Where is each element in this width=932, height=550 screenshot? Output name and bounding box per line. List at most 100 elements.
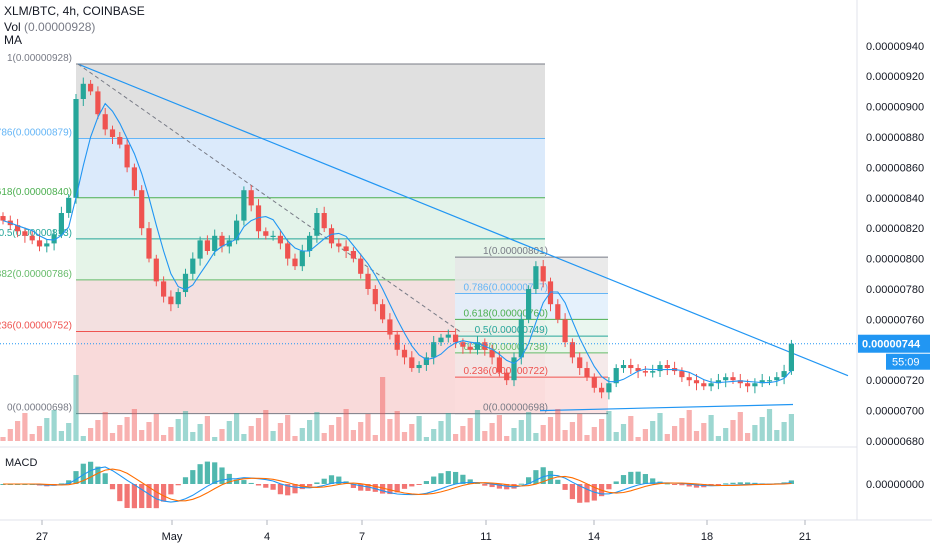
fib-small-label-1: 0.786(0.00000777): [463, 283, 548, 294]
macd-hist-bar-53: [387, 484, 393, 495]
fib-small-label-2: 0.618(0.00000760): [463, 308, 548, 319]
macd-hist-bar-44: [321, 478, 327, 484]
macd-hist-bar-79: [577, 484, 583, 503]
time-tick-label-6: 18: [701, 531, 713, 543]
candle-body-49: [358, 258, 364, 274]
current-price-tag: [858, 334, 930, 353]
candle-body-76: [555, 304, 561, 320]
candle-body-62: [453, 334, 459, 343]
candle-body-58: [423, 357, 429, 365]
volume-bar-16: [117, 425, 123, 441]
candle-body-51: [372, 289, 378, 305]
macd-zero-label: 0.00000000: [866, 479, 924, 491]
macd-hist-bar-11: [80, 463, 86, 484]
candle-body-26: [190, 258, 196, 274]
macd-hist-bar-52: [380, 484, 386, 494]
time-tick-label-4: 11: [480, 531, 491, 543]
candle-body-45: [328, 228, 335, 244]
macd-hist-bar-38: [277, 484, 283, 495]
macd-hist-bar-36: [263, 484, 269, 488]
volume-bar-62: [453, 434, 459, 441]
candle-body-77: [562, 319, 568, 343]
macd-hist-bar-86: [628, 471, 634, 484]
fib-trend-dashed: [77, 63, 461, 332]
candle-body-67: [489, 349, 495, 358]
volume-bar-22: [161, 435, 167, 441]
volume-bar-66: [482, 431, 488, 441]
volume-bar-46: [336, 417, 342, 441]
fib-small-zone-5: [455, 377, 608, 414]
volume-bar-94: [686, 410, 692, 441]
candle-body-28: [204, 240, 210, 251]
candle-body-63: [460, 342, 466, 347]
candle-body-25: [182, 273, 189, 293]
candle-body-60: [438, 337, 444, 343]
volume-bar-21: [153, 414, 159, 441]
candle-body-82: [599, 387, 605, 393]
macd-hist-bar-95: [693, 484, 700, 488]
macd-hist-bar-39: [285, 484, 291, 496]
volume-bar-25: [182, 411, 189, 441]
macd-hist-bar-60: [438, 473, 444, 484]
volume-bar-52: [380, 377, 386, 441]
volume-bar-5: [36, 426, 43, 441]
volume-bar-98: [715, 436, 721, 441]
volume-bar-26: [190, 432, 196, 441]
price-tick-label-7: 0.00000800: [866, 254, 924, 266]
volume-bar-41: [299, 428, 305, 441]
candle-body-80: [584, 368, 590, 378]
candle-body-71: [518, 319, 524, 358]
candle-body-85: [620, 365, 627, 369]
macd-hist-bar-29: [212, 462, 218, 484]
macd-hist-bar-56: [409, 484, 415, 487]
macd-hist-bar-34: [248, 482, 254, 484]
macd-hist-bar-33: [241, 480, 247, 484]
volume-bar-8: [58, 431, 64, 441]
volume-bar-65: [474, 410, 481, 441]
descending-trendline: [77, 63, 849, 377]
volume-bar-100: [730, 420, 736, 441]
macd-hist-bar-71: [518, 483, 524, 485]
fib-large-label-1: 0.786(0.00000879): [0, 128, 72, 139]
volume-bar-70: [511, 428, 517, 441]
candle-body-32: [234, 220, 240, 241]
candle-body-11: [80, 83, 86, 99]
volume-bar-32: [234, 413, 240, 441]
candle-body-5: [36, 240, 43, 247]
volume-bar-106: [774, 430, 780, 441]
volume-bar-91: [664, 434, 670, 441]
candle-body-36: [263, 231, 269, 236]
macd-hist-bar-70: [511, 484, 517, 489]
macd-hist-bar-10: [73, 471, 79, 484]
volume-bar-77: [562, 430, 568, 441]
macd-label: MACD: [5, 457, 37, 469]
fib-small-label-0: 1(0.00000801): [483, 246, 548, 257]
time-tick-label-3: 7: [359, 531, 365, 543]
candle-body-90: [657, 365, 663, 372]
volume-bar-38: [277, 423, 283, 441]
macd-hist-bar-99: [723, 483, 729, 485]
candle-body-84: [613, 368, 619, 384]
macd-hist-bar-58: [423, 481, 429, 484]
fib-small-zone-0: [455, 257, 608, 294]
volume-bar-95: [693, 431, 700, 441]
candle-body-107: [781, 371, 787, 378]
volume-bar-40: [292, 436, 298, 441]
candle-body-106: [774, 377, 780, 381]
macd-hist-bar-17: [124, 484, 130, 508]
candle-body-40: [292, 258, 298, 267]
macd-hist-bar-102: [745, 482, 751, 484]
candle-body-33: [241, 190, 247, 221]
macd-hist-bar-54: [394, 484, 400, 493]
volume-bar-63: [460, 426, 466, 441]
volume-bar-1: [7, 429, 13, 441]
volume-bar-83: [606, 411, 612, 441]
volume-bar-53: [387, 419, 393, 441]
candle-body-17: [124, 144, 130, 168]
support-trendline: [539, 403, 794, 412]
candle-body-46: [336, 243, 342, 247]
volume-bar-36: [263, 410, 269, 441]
volume-bar-31: [226, 421, 232, 441]
volume-bar-50: [365, 414, 371, 441]
